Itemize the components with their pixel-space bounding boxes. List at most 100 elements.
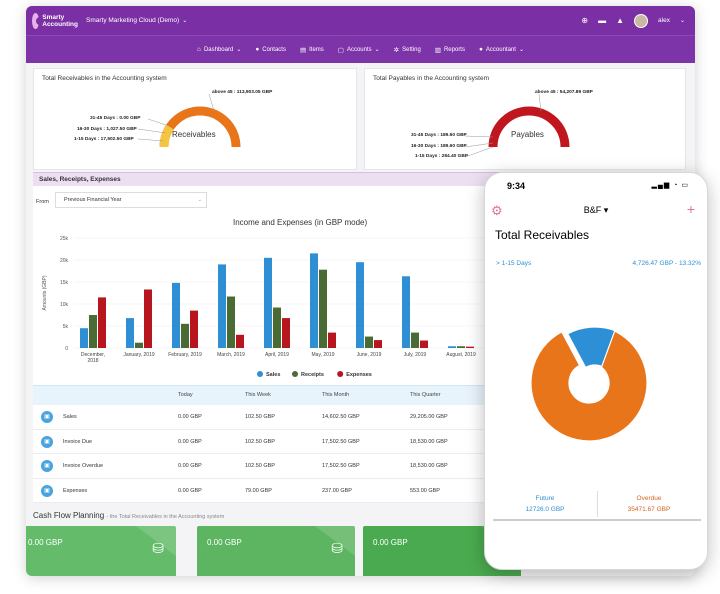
table-cell: 102.50 GBP	[245, 438, 275, 445]
plus-icon[interactable]: +	[686, 201, 695, 217]
receivables-panel: Total Receivables in the Accounting syst…	[33, 68, 357, 170]
aging-row-value: 4,726.47 GBP - 13.32%	[632, 260, 701, 267]
nav-item-items[interactable]: ▤ Items	[300, 46, 324, 54]
y-tick-label: 10k	[60, 302, 69, 308]
future-summary[interactable]: Future 12726.0 GBP	[493, 495, 597, 513]
row-label: Sales	[63, 414, 77, 420]
nav-item-label: Reports	[443, 46, 465, 53]
bar-receipts[interactable]	[319, 269, 327, 348]
legend-swatch	[337, 371, 344, 377]
chevron-down-icon[interactable]: ⌄	[679, 18, 685, 24]
card-value: 0.00 GBP	[373, 538, 408, 547]
nav-item-dashboard[interactable]: ⌂ Dashboard ⌄	[197, 46, 241, 53]
table-row[interactable]: ▣ Expenses 0.00 GBP 79.00 GBP 237.00 GBP 553.…	[33, 478, 503, 503]
leader-line	[208, 93, 215, 112]
gear-icon[interactable]: ⚙	[491, 203, 503, 218]
nav-item-reports[interactable]: ▥ Reports	[435, 46, 465, 54]
bar-expenses[interactable]	[236, 334, 244, 348]
phone-summary: Future 12726.0 GBP Overdue 35471.67 GBP	[493, 491, 701, 521]
bar-receipts[interactable]	[457, 346, 465, 348]
overdue-value: 35471.67 GBP	[627, 506, 671, 513]
top-icons: ⊕ ▬ ▲ alex ⌄	[581, 6, 685, 35]
bar-sales[interactable]	[402, 276, 410, 348]
receivables-title: Total Receivables in the Accounting syst…	[42, 75, 167, 82]
future-value: 12726.0 GBP	[525, 506, 565, 513]
org-title[interactable]: Smarty Marketing Cloud (Demo)	[86, 17, 180, 24]
gauge-arc-1-15-days	[159, 124, 174, 148]
table-row[interactable]: ▣ Invoice Overdue 0.00 GBP 102.50 GBP 17,502…	[33, 454, 503, 479]
bar-expenses[interactable]	[98, 297, 106, 348]
nav-item-contacts[interactable]: ● Contacts	[255, 46, 286, 53]
row-icon: ▣	[41, 460, 53, 472]
payables-label: 16-30 Days : 189.60 GBP	[411, 144, 467, 149]
period-select-value: Previous Financial Year	[64, 197, 122, 203]
bar-expenses[interactable]	[420, 340, 428, 348]
y-tick-label: 20k	[60, 258, 69, 264]
nav-item-label: Accounts	[346, 46, 372, 53]
column-header: This Month	[322, 392, 350, 398]
bar-expenses[interactable]	[328, 332, 336, 348]
nav-item-setting[interactable]: ✲ Setting	[394, 46, 421, 54]
aging-row-label[interactable]: > 1-15 Days	[496, 260, 532, 267]
payables-label: 31-45 Days : 189.60 GBP	[411, 133, 467, 138]
app-logo[interactable]: Smarty Accounting	[32, 10, 78, 32]
cash-flow-card[interactable]: 0.00 GBP ⛁	[26, 526, 176, 576]
table-cell: 102.50 GBP	[245, 414, 275, 420]
bar-expenses[interactable]	[466, 346, 474, 348]
leader-line	[464, 142, 494, 148]
bar-receipts[interactable]	[135, 342, 143, 348]
reports-icon: ▥	[434, 46, 441, 54]
bar-expenses[interactable]	[144, 289, 152, 348]
bar-expenses[interactable]	[374, 340, 382, 348]
row-label: Expenses	[63, 487, 88, 494]
bar-sales[interactable]	[126, 318, 134, 348]
bar-receipts[interactable]	[227, 296, 235, 348]
bar-receipts[interactable]	[89, 315, 97, 348]
gear-icon: ✲	[393, 46, 400, 54]
bar-sales[interactable]	[80, 328, 88, 348]
donut-slice[interactable]	[566, 326, 616, 369]
donut-slice[interactable]	[530, 327, 648, 442]
bar-expenses[interactable]	[190, 310, 198, 348]
overdue-summary[interactable]: Overdue 35471.67 GBP	[597, 495, 701, 513]
phone-mockup: 9:34 ▂▄▆ ◔ ▭ ⚙ B&F ▾ + Total Receivables…	[484, 172, 708, 570]
y-tick-label: 0	[65, 346, 68, 352]
bar-receipts[interactable]	[181, 323, 189, 348]
bar-sales[interactable]	[264, 257, 272, 348]
bar-sales[interactable]	[356, 262, 364, 348]
receivables-donut	[530, 326, 648, 442]
avatar[interactable]	[634, 13, 649, 28]
x-tick-label: June, 2019	[357, 352, 382, 358]
bar-sales[interactable]	[448, 346, 456, 348]
legend-label[interactable]: Sales	[266, 372, 280, 378]
from-label: From	[36, 199, 49, 205]
bar-sales[interactable]	[310, 253, 318, 348]
leader-line	[464, 146, 494, 158]
nav-item-accountant[interactable]: ● Accountant ⌄	[479, 46, 524, 53]
plus-circle-icon[interactable]: ⊕	[581, 16, 589, 25]
bar-receipts[interactable]	[273, 307, 281, 348]
status-icons: ▂▄▆ ◔ ▭	[651, 182, 689, 189]
bar-sales[interactable]	[218, 264, 226, 348]
table-row[interactable]: ▣ Invoice Due 0.00 GBP 102.50 GBP 17,502.50 …	[33, 429, 503, 454]
bell-icon[interactable]: ▲	[616, 16, 625, 25]
card-decoration	[136, 526, 176, 556]
chevron-down-icon[interactable]: ⌄	[182, 18, 188, 24]
bar-receipts[interactable]	[365, 336, 373, 348]
bar-receipts[interactable]	[411, 332, 419, 348]
table-body: ▣ Sales 0.00 GBP 102.50 GBP 14,602.50 GBP 29,…	[33, 405, 503, 503]
folder-icon[interactable]: ▬	[598, 16, 607, 25]
user-name[interactable]: alex	[658, 17, 670, 24]
legend-label[interactable]: Expenses	[346, 372, 372, 378]
coins-icon: ⛁	[152, 540, 164, 556]
bar-sales[interactable]	[172, 282, 180, 348]
org-switcher[interactable]: B&F ▾	[583, 205, 609, 215]
row-label: Invoice Due	[63, 438, 93, 445]
period-select[interactable]: Previous Financial Year ⌄	[55, 192, 207, 208]
cash-flow-card[interactable]: 0.00 GBP ⛁	[197, 526, 355, 576]
table-cell: 17,502.50 GBP	[322, 438, 360, 445]
bar-expenses[interactable]	[282, 318, 290, 348]
table-row[interactable]: ▣ Sales 0.00 GBP 102.50 GBP 14,602.50 GBP 29,…	[33, 405, 503, 430]
nav-item-accounts[interactable]: ▢ Accounts ⌄	[338, 46, 380, 54]
legend-label[interactable]: Receipts	[301, 372, 324, 378]
